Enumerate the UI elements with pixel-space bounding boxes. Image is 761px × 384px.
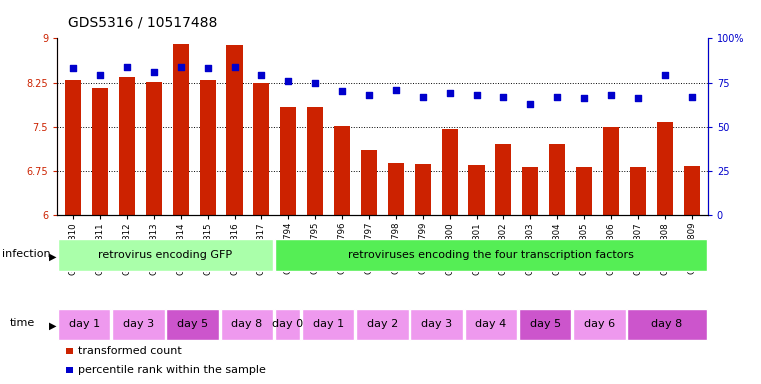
- Point: [121, 64, 133, 70]
- Point: [363, 92, 375, 98]
- Bar: [173, 44, 189, 215]
- Bar: [464, 309, 517, 340]
- Bar: [356, 309, 409, 340]
- Text: retrovirus encoding GFP: retrovirus encoding GFP: [98, 250, 233, 260]
- Point: [256, 73, 268, 79]
- Bar: [112, 309, 164, 340]
- Text: day 8: day 8: [651, 319, 683, 329]
- Bar: [275, 309, 301, 340]
- Bar: [119, 77, 135, 215]
- Bar: [361, 150, 377, 215]
- Point: [336, 88, 349, 94]
- Bar: [576, 167, 592, 215]
- Text: day 5: day 5: [530, 319, 561, 329]
- Text: infection: infection: [2, 248, 50, 259]
- Point: [686, 94, 698, 100]
- Text: time: time: [10, 318, 35, 328]
- Bar: [519, 309, 572, 340]
- Point: [632, 95, 644, 101]
- Text: ▶: ▶: [49, 252, 57, 262]
- Bar: [573, 309, 626, 340]
- Bar: [334, 126, 350, 215]
- Bar: [388, 163, 404, 215]
- Point: [282, 78, 295, 84]
- Bar: [549, 144, 565, 215]
- Point: [497, 94, 509, 100]
- Point: [228, 64, 240, 70]
- Point: [470, 92, 482, 98]
- Point: [524, 101, 537, 107]
- Point: [148, 69, 160, 75]
- Bar: [227, 45, 243, 215]
- Bar: [441, 129, 457, 215]
- Text: transformed count: transformed count: [78, 346, 182, 356]
- Text: retroviruses encoding the four transcription factors: retroviruses encoding the four transcrip…: [348, 250, 634, 260]
- Point: [202, 65, 214, 71]
- Bar: [167, 309, 219, 340]
- Bar: [65, 79, 81, 215]
- Text: day 8: day 8: [231, 319, 263, 329]
- Bar: [280, 107, 296, 215]
- Point: [444, 90, 456, 96]
- Bar: [307, 107, 323, 215]
- Bar: [199, 79, 215, 215]
- Bar: [58, 240, 273, 271]
- Point: [175, 64, 187, 70]
- Text: day 0: day 0: [272, 319, 303, 329]
- Text: day 6: day 6: [584, 319, 615, 329]
- Bar: [630, 167, 646, 215]
- Bar: [58, 309, 110, 340]
- Text: day 3: day 3: [421, 319, 452, 329]
- Bar: [683, 166, 699, 215]
- Bar: [627, 309, 707, 340]
- Text: day 1: day 1: [313, 319, 344, 329]
- Text: day 3: day 3: [123, 319, 154, 329]
- Text: day 4: day 4: [475, 319, 507, 329]
- Bar: [92, 88, 108, 215]
- Point: [551, 94, 563, 100]
- Bar: [603, 127, 619, 215]
- Text: percentile rank within the sample: percentile rank within the sample: [78, 365, 266, 375]
- Text: day 2: day 2: [367, 319, 398, 329]
- Bar: [65, 367, 73, 373]
- Text: GDS5316 / 10517488: GDS5316 / 10517488: [68, 15, 218, 29]
- Point: [390, 86, 402, 93]
- Text: day 1: day 1: [68, 319, 100, 329]
- Point: [658, 73, 670, 79]
- Bar: [415, 164, 431, 215]
- Bar: [302, 309, 355, 340]
- Bar: [522, 167, 538, 215]
- Point: [416, 94, 428, 100]
- Text: ▶: ▶: [49, 321, 57, 331]
- Text: day 5: day 5: [177, 319, 209, 329]
- Bar: [146, 82, 162, 215]
- Bar: [495, 144, 511, 215]
- Bar: [410, 309, 463, 340]
- Point: [605, 92, 617, 98]
- Bar: [65, 348, 73, 354]
- Point: [67, 65, 79, 71]
- Bar: [657, 122, 673, 215]
- Point: [309, 79, 321, 86]
- Point: [94, 73, 107, 79]
- Bar: [221, 309, 273, 340]
- Bar: [275, 240, 707, 271]
- Bar: [253, 83, 269, 215]
- Point: [578, 95, 590, 101]
- Bar: [469, 165, 485, 215]
